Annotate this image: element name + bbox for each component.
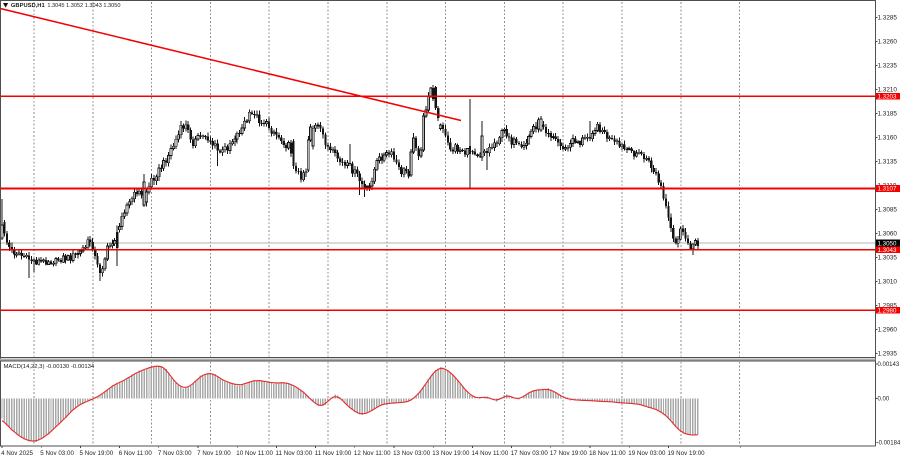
svg-text:0.00: 0.00 xyxy=(878,397,890,403)
svg-text:1.2935: 1.2935 xyxy=(878,351,898,358)
svg-text:1.3010: 1.3010 xyxy=(878,279,898,286)
svg-text:1.3085: 1.3085 xyxy=(878,207,898,214)
svg-text:5 Nov 03:00: 5 Nov 03:00 xyxy=(40,450,74,457)
svg-text:4 Nov 2025: 4 Nov 2025 xyxy=(1,450,33,457)
svg-text:1.3235: 1.3235 xyxy=(878,63,898,70)
svg-text:GBPUSD,H1: GBPUSD,H1 xyxy=(11,3,46,9)
svg-text:17 Nov 03:00: 17 Nov 03:00 xyxy=(511,450,549,457)
svg-text:1.3107: 1.3107 xyxy=(878,186,897,193)
svg-text:14 Nov 11:00: 14 Nov 11:00 xyxy=(472,450,509,457)
svg-text:1.3160: 1.3160 xyxy=(878,135,898,142)
svg-text:19 Nov 19:00: 19 Nov 19:00 xyxy=(668,450,706,457)
svg-text:1.3060: 1.3060 xyxy=(878,231,898,238)
svg-text:1.3035: 1.3035 xyxy=(878,255,898,262)
svg-text:6 Nov 11:00: 6 Nov 11:00 xyxy=(119,450,153,457)
svg-text:19 Nov 03:00: 19 Nov 03:00 xyxy=(628,450,666,457)
svg-text:18 Nov 11:00: 18 Nov 11:00 xyxy=(589,450,626,457)
svg-text:1.3285: 1.3285 xyxy=(878,15,898,22)
svg-text:7 Nov 03:00: 7 Nov 03:00 xyxy=(158,450,192,457)
svg-text:13 Nov 03:00: 13 Nov 03:00 xyxy=(393,450,431,457)
svg-text:1.2985: 1.2985 xyxy=(878,303,898,310)
svg-text:12 Nov 11:00: 12 Nov 11:00 xyxy=(354,450,391,457)
svg-text:1.3210: 1.3210 xyxy=(878,87,898,94)
svg-text:1.3260: 1.3260 xyxy=(878,39,898,46)
svg-text:1.2960: 1.2960 xyxy=(878,327,898,334)
svg-text:11 Nov 19:00: 11 Nov 19:00 xyxy=(315,450,352,457)
svg-text:0.00143: 0.00143 xyxy=(878,362,900,368)
svg-text:-0.00184: -0.00184 xyxy=(877,440,900,446)
svg-text:1.3045 1.3052 1.3043 1.3050: 1.3045 1.3052 1.3043 1.3050 xyxy=(47,3,120,9)
svg-text:1.3203: 1.3203 xyxy=(878,94,897,101)
svg-text:7 Nov 19:00: 7 Nov 19:00 xyxy=(197,450,231,457)
svg-text:10 Nov 11:00: 10 Nov 11:00 xyxy=(236,450,273,457)
svg-text:1.2980: 1.2980 xyxy=(878,308,897,315)
svg-text:1.3185: 1.3185 xyxy=(878,111,898,118)
svg-text:17 Nov 19:00: 17 Nov 19:00 xyxy=(550,450,588,457)
svg-text:13 Nov 19:00: 13 Nov 19:00 xyxy=(432,450,470,457)
svg-text:MACD(14,22,3) -0.00130 -0.0013: MACD(14,22,3) -0.00130 -0.00134 xyxy=(4,364,95,370)
svg-text:1.3043: 1.3043 xyxy=(878,247,897,254)
svg-text:5 Nov 19:00: 5 Nov 19:00 xyxy=(80,450,114,457)
svg-text:1.3135: 1.3135 xyxy=(878,159,898,166)
svg-text:11 Nov 03:00: 11 Nov 03:00 xyxy=(276,450,313,457)
svg-text:1.3050: 1.3050 xyxy=(878,240,897,247)
